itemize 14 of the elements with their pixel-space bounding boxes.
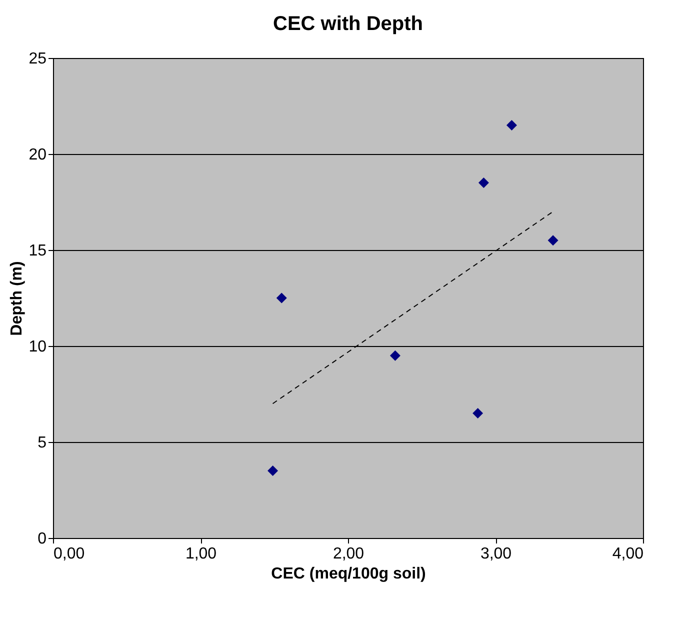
x-axis-title: CEC (meq/100g soil) [271, 566, 426, 582]
y-axis-title: Depth (m) [8, 261, 26, 336]
x-tick-label: 3,00 [480, 546, 512, 562]
x-tick-label: 1,00 [185, 546, 217, 562]
x-tick-label: 2,00 [332, 546, 364, 562]
y-tick-label: 25 [28, 50, 47, 68]
x-tick-label: 4,00 [612, 546, 644, 562]
x-tick-label: 0,00 [54, 546, 85, 562]
y-tick-label: 5 [38, 434, 47, 452]
chart-title: CEC with Depth [273, 13, 423, 35]
y-tick-label: 20 [28, 146, 47, 164]
y-tick-label: 15 [28, 242, 47, 260]
y-tick-label: 0 [38, 530, 47, 548]
y-tick-label: 10 [28, 338, 47, 356]
